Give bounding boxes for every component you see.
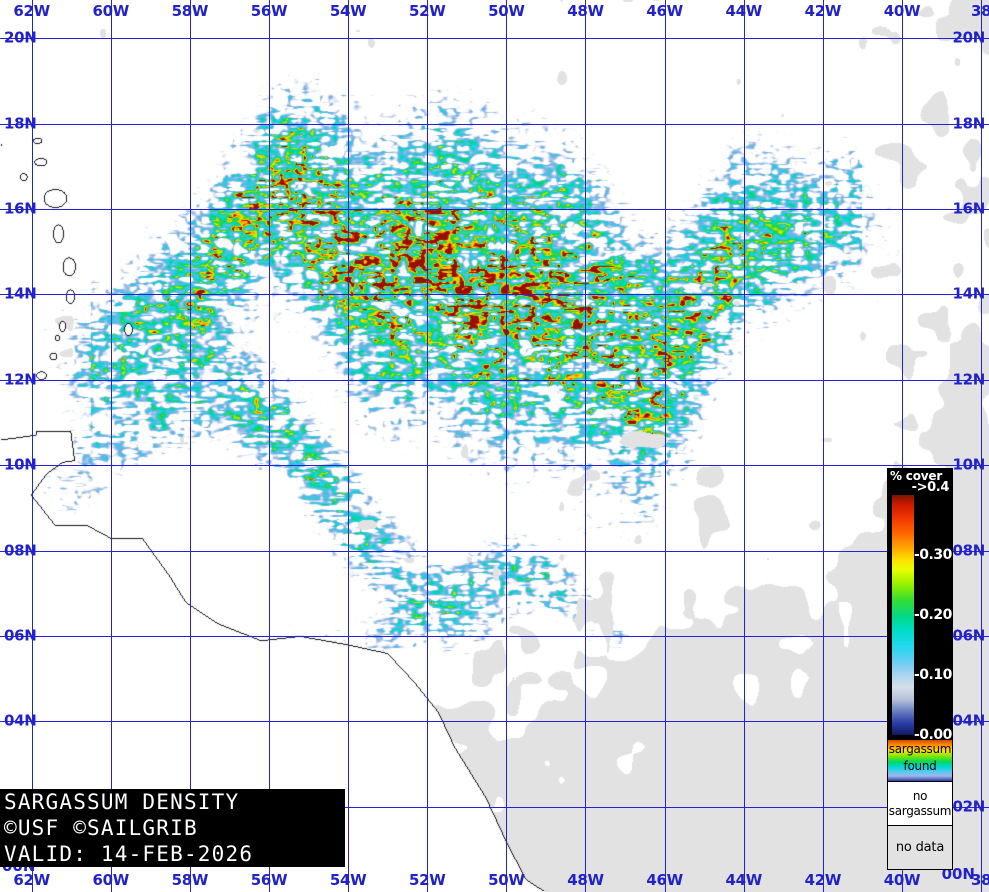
grid-meridian-60W <box>111 0 112 892</box>
legend-swatch-sargassum-found: sargassum found <box>887 740 953 782</box>
lon-label-bottom-48W: 48W <box>567 871 604 889</box>
colorbar-box: % cover ->0.4 -0.30 -0.20 -0.10 -0.00 <box>887 468 953 740</box>
lon-label-bottom-42W: 42W <box>804 871 842 889</box>
lat-label-left-14N: 14N <box>4 284 37 303</box>
legend-no-data-label: no data <box>895 840 945 855</box>
lat-label-left-12N: 12N <box>4 370 37 389</box>
lon-label-top-40W: 40W <box>883 2 921 20</box>
grid-meridian-58W <box>190 0 191 892</box>
lon-label-bottom-44W: 44W <box>725 871 762 889</box>
lon-label-bottom-40W: 40W <box>883 871 921 889</box>
lat-label-right-16N: 16N <box>952 199 985 218</box>
legend-no-sargassum-label-2: sargassum <box>888 803 952 818</box>
lat-label-right-04N: 04N <box>952 711 985 730</box>
grid-meridian-38 <box>981 0 982 892</box>
lat-label-left-10N: 10N <box>4 455 37 474</box>
grid-meridian-40W <box>902 0 903 892</box>
grid-meridian-62W <box>32 0 33 892</box>
lon-label-bottom-52W: 52W <box>408 871 446 889</box>
colorbar-tick-0.30: -0.30 <box>914 547 952 563</box>
title-line-product: SARGASSUM DENSITY <box>4 790 240 814</box>
grid-parallel-18N <box>0 124 989 125</box>
grid-parallel-12N <box>0 380 989 381</box>
title-line-valid-date: VALID: 14-FEB-2026 <box>4 842 254 866</box>
lon-label-bottom-46W: 46W <box>646 871 683 889</box>
lon-label-top-54W: 54W <box>329 2 367 20</box>
lat-label-left-20N: 20N <box>4 28 37 47</box>
lat-label-left-04N: 04N <box>4 711 37 730</box>
lat-label-left-08N: 08N <box>4 541 37 560</box>
lat-label-bottom-right-00N: 00N <box>941 865 975 883</box>
lon-label-top-58W: 58W <box>171 2 209 20</box>
grid-parallel-08N <box>0 551 989 552</box>
lon-label-top-44W: 44W <box>725 2 762 20</box>
grid-parallel-10N <box>0 465 989 466</box>
grid-parallel-14N <box>0 294 989 295</box>
colorbar-tick-0.20: -0.20 <box>914 607 952 623</box>
grid-meridian-56W <box>269 0 270 892</box>
lat-label-left-06N: 06N <box>4 626 37 645</box>
lon-label-top-62W: 62W <box>13 2 50 20</box>
colorbar-title: % cover <box>890 469 943 483</box>
legend-found-label-2: found <box>903 759 937 773</box>
lat-label-right-08N: 08N <box>952 541 985 560</box>
lon-label-top-42W: 42W <box>804 2 842 20</box>
lat-label-right-14N: 14N <box>952 284 985 303</box>
grid-meridian-54W <box>348 0 349 892</box>
lon-label-top-52W: 52W <box>408 2 446 20</box>
lat-label-right-18N: 18N <box>952 114 985 133</box>
grid-parallel-20N <box>0 38 989 39</box>
grid-meridian-48W <box>585 0 586 892</box>
grid-meridian-52W <box>427 0 428 892</box>
lat-label-right-06N: 06N <box>952 626 985 645</box>
title-line-credit: ©USF ©SAILGRIB <box>4 816 198 840</box>
lon-label-top-38: 38 <box>970 2 989 20</box>
lat-label-right-12N: 12N <box>952 370 985 389</box>
lon-label-top-50W: 50W <box>488 2 525 20</box>
grid-parallel-06N <box>0 636 989 637</box>
title-block: SARGASSUM DENSITY ©USF ©SAILGRIB VALID: … <box>0 789 345 867</box>
lon-label-bottom-50W: 50W <box>488 871 525 889</box>
grid-meridian-44W <box>744 0 745 892</box>
grid-parallel-04N <box>0 721 989 722</box>
colorbar-tick-0.00: -0.00 <box>914 727 952 740</box>
lon-label-bottom-38: 38 <box>970 871 989 889</box>
lat-label-left-18N: 18N <box>4 114 37 133</box>
grid-parallel-16N <box>0 209 989 210</box>
lon-label-top-56W: 56W <box>250 2 288 20</box>
legend-panel: % cover ->0.4 -0.30 -0.20 -0.10 -0.00 sarga… <box>887 468 953 870</box>
lon-label-top-48W: 48W <box>567 2 604 20</box>
lon-label-bottom-58W: 58W <box>171 871 209 889</box>
lon-label-bottom-56W: 56W <box>250 871 288 889</box>
lon-label-bottom-54W: 54W <box>329 871 367 889</box>
grid-parallel-02N <box>0 807 989 808</box>
lon-label-bottom-62W: 62W <box>13 871 50 889</box>
colorbar-max-label: ->0.4 <box>911 480 950 495</box>
lon-label-top-46W: 46W <box>646 2 683 20</box>
grid-meridian-42W <box>823 0 824 892</box>
legend-swatch-no-sargassum: no sargassum <box>887 782 953 826</box>
lon-label-bottom-60W: 60W <box>92 871 130 889</box>
legend-no-sargassum-label-1: no <box>912 788 928 803</box>
legend-swatch-no-data: no data <box>887 826 953 870</box>
colorbar-tick-0.10: -0.10 <box>914 667 952 683</box>
grid-meridian-46W <box>665 0 666 892</box>
lat-label-right-02N: 02N <box>952 797 985 816</box>
lat-label-right-10N: 10N <box>952 455 985 474</box>
legend-found-label-1: sargassum <box>888 742 952 756</box>
lat-label-right-20N: 20N <box>952 28 985 47</box>
colorbar-gradient <box>892 495 914 735</box>
lon-label-top-60W: 60W <box>92 2 130 20</box>
grid-meridian-50W <box>506 0 507 892</box>
lat-label-left-16N: 16N <box>4 199 37 218</box>
